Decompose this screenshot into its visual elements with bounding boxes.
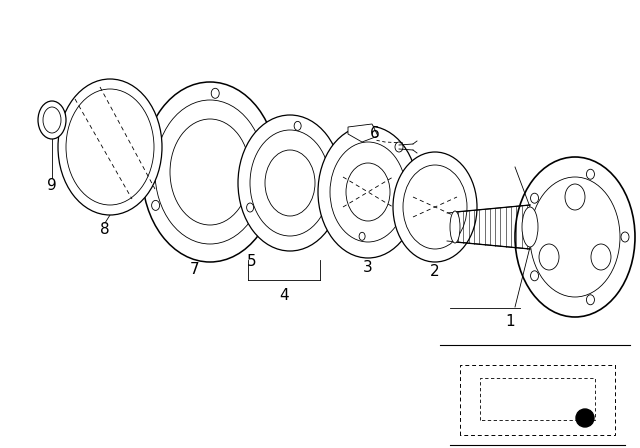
- Ellipse shape: [395, 142, 403, 152]
- Circle shape: [576, 409, 594, 427]
- Text: 7: 7: [190, 263, 200, 277]
- Text: 2: 2: [430, 264, 440, 280]
- Ellipse shape: [515, 157, 635, 317]
- Text: 3: 3: [363, 260, 373, 276]
- Ellipse shape: [531, 271, 538, 281]
- Ellipse shape: [359, 233, 365, 240]
- Ellipse shape: [152, 200, 159, 211]
- Ellipse shape: [318, 126, 418, 258]
- Text: 6: 6: [370, 126, 380, 142]
- Ellipse shape: [531, 193, 538, 203]
- Ellipse shape: [255, 212, 263, 222]
- Ellipse shape: [238, 115, 342, 251]
- Text: 5: 5: [247, 254, 257, 270]
- Ellipse shape: [393, 152, 477, 262]
- Text: 4: 4: [279, 288, 289, 302]
- Ellipse shape: [539, 244, 559, 270]
- Ellipse shape: [142, 82, 278, 262]
- Ellipse shape: [450, 211, 460, 243]
- Ellipse shape: [591, 244, 611, 270]
- Text: 1: 1: [505, 314, 515, 329]
- Polygon shape: [348, 124, 378, 142]
- Text: 8: 8: [100, 223, 110, 237]
- Ellipse shape: [294, 121, 301, 130]
- Ellipse shape: [211, 88, 220, 98]
- Ellipse shape: [621, 232, 629, 242]
- Ellipse shape: [58, 79, 162, 215]
- Ellipse shape: [522, 207, 538, 247]
- Ellipse shape: [323, 212, 330, 221]
- Ellipse shape: [586, 295, 595, 305]
- Ellipse shape: [246, 203, 253, 212]
- Ellipse shape: [586, 169, 595, 179]
- Ellipse shape: [565, 184, 585, 210]
- Ellipse shape: [38, 101, 66, 139]
- Text: 9: 9: [47, 177, 57, 193]
